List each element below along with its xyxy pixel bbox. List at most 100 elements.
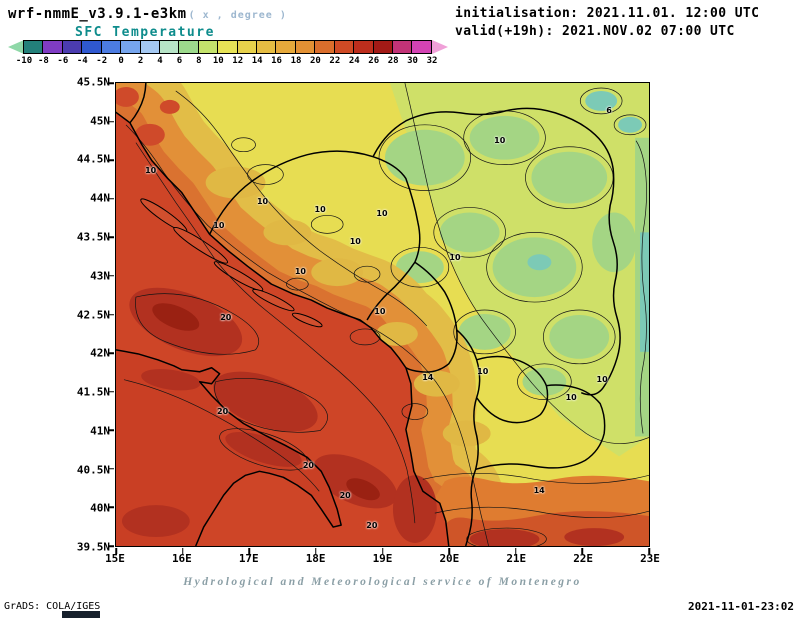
longitude-tick-mark: [448, 548, 450, 554]
latitude-tick-label: 45N: [90, 114, 110, 128]
longitude-tick-mark: [248, 548, 250, 554]
latitude-tick-label: 43N: [90, 269, 110, 283]
latitude-tick-label: 45.5N: [76, 75, 110, 89]
colorbar-tick-label: 4: [157, 56, 163, 66]
latitude-tick-label: 41.5N: [76, 385, 110, 399]
service-credit: Hydrological and Meteorological service …: [183, 576, 582, 588]
border-macedonia-south: [475, 384, 606, 471]
border-serbia: [372, 107, 621, 396]
longitude-tick-mark: [515, 548, 517, 554]
longitude-tick-mark: [315, 548, 317, 554]
colorbar-segment: [42, 40, 63, 54]
colorbar-tick-label: 2: [137, 56, 144, 66]
colorbar-segment: [314, 40, 335, 54]
latitude-tick-label: 41N: [90, 424, 110, 438]
latitude-tick-mark: [108, 275, 114, 277]
longitude-tick-label: 16E: [171, 552, 192, 565]
longitude-tick-label: 18E: [305, 552, 326, 565]
border-albania: [456, 329, 481, 546]
latitude-tick-mark: [108, 352, 114, 354]
colorbar-tick-label: 16: [271, 56, 282, 66]
colorbar-segment: [275, 40, 296, 54]
latitude-tick-mark: [108, 236, 114, 239]
colorbar-tick-label: -10: [15, 56, 33, 66]
latitude-tick-label: 44N: [90, 191, 110, 205]
model-title: wrf-nmmE_v3.9.1-e3km: [8, 6, 187, 22]
colorbar-tick-label: 12: [232, 56, 244, 66]
initialisation-line: initialisation: 2021.11.01. 12:00 UTC: [455, 6, 760, 21]
colorbar-tick-label: -6: [57, 56, 69, 66]
latitude-tick-label: 39.5N: [76, 540, 110, 554]
colorbar-segment: [178, 40, 199, 54]
colorbar-segment: [392, 40, 413, 54]
colorbar-tick-label: 0: [118, 56, 124, 66]
adriatic-coastline: [116, 111, 450, 546]
latitude-tick-mark: [108, 390, 114, 393]
colorbar-segment: [236, 40, 258, 54]
latitude-tick-label: 42N: [90, 346, 110, 360]
colorbar-segment: [217, 40, 238, 54]
colorbar-segment: [81, 40, 102, 54]
adriatic-islands: [140, 198, 323, 328]
latitude-axis: 45.5N 45N 44.5N 44N 43.5N 43N 42.5N 42N 41.5N 41N…: [58, 76, 112, 554]
colorbar-tick-label: -2: [96, 56, 108, 66]
colorbar-tick-label: 28: [387, 56, 399, 66]
latitude-tick-mark: [108, 82, 114, 84]
run-info: initialisation: 2021.11.01. 12:00 UTC va…: [455, 5, 759, 41]
longitude-tick-label: 19E: [372, 552, 393, 565]
colorbar-segment: [372, 40, 394, 54]
border-bosnia: [208, 150, 421, 321]
colorbar-segment: [23, 40, 44, 54]
field-label: SFC Temperature: [75, 25, 215, 40]
longitude-tick-label: 21E: [506, 552, 527, 565]
units-note: ( x , degree ): [188, 10, 287, 21]
colorbar-segment: [294, 40, 316, 54]
latitude-tick-label: 42.5N: [76, 308, 110, 321]
longitude-tick-mark: [181, 548, 184, 554]
italy-landmass: [116, 349, 342, 546]
colorbar-tick-label: 8: [196, 56, 202, 66]
colorbar-tick-label: 24: [348, 56, 360, 66]
colorbar-segments: [23, 40, 432, 54]
colorbar-segment: [61, 40, 83, 54]
colorbar-tick-label: 20: [310, 56, 321, 66]
latitude-tick-label: 43.5N: [76, 230, 110, 244]
longitude-tick-mark: [115, 548, 117, 554]
border-kosovo-macedonia: [476, 355, 549, 424]
map-plot-area: 10 10 10 10 10 10 10 10 10 10 10 10 10 20 20 20 20 20 14 14…: [108, 82, 650, 554]
colorbar-tick-label: -8: [38, 56, 49, 66]
longitude-tick-mark: [581, 548, 584, 554]
colorbar-ticks: -10 -8 -6 -4 -2 0 2 4 6 8 10 12 14 16 18 20 22 24 26 28 30 32: [16, 56, 438, 68]
latitude-tick-mark: [108, 120, 114, 123]
latitude-tick-mark: [108, 506, 114, 509]
colorbar-segment: [100, 40, 122, 54]
cool-region-fills: [384, 83, 649, 457]
model-title-line: wrf-nmmE_v3.9.1-e3km( x , degree ): [8, 6, 287, 22]
valid-line: valid(+19h): 2021.NOV.02 07:00 UTC: [455, 24, 735, 39]
colorbar-segment: [353, 40, 374, 54]
colorbar-segment: [411, 40, 432, 54]
inland-warm-patches: [205, 166, 491, 447]
colorbar-tick-label: 26: [368, 56, 380, 66]
latitude-tick-mark: [108, 468, 114, 470]
longitude-tick-label: 23E: [640, 552, 660, 565]
border-croatia-north: [129, 83, 147, 124]
country-borders: [116, 83, 621, 546]
italy-coastline: [116, 349, 342, 546]
longitude-tick-label: 22E: [573, 552, 594, 565]
colorbar-tick-label: 14: [251, 56, 263, 66]
longitude-tick-label: 20E: [439, 552, 460, 565]
colorbar-segment: [158, 40, 180, 54]
temperature-map-svg: [116, 83, 649, 546]
colorbar-segment: [139, 40, 160, 54]
bottom-edge-artifact: [62, 611, 100, 618]
latitude-tick-label: 40N: [90, 501, 110, 515]
colorbar-tick-label: 10: [212, 56, 224, 66]
colorbar-tick-label: 22: [329, 56, 341, 66]
colorbar-left-arrow: [8, 40, 24, 54]
latitude-tick-mark: [108, 159, 114, 161]
longitude-tick-label: 17E: [238, 552, 259, 565]
border-montenegro: [405, 261, 458, 373]
grads-credit: GrADS: COLA/IGES: [4, 601, 101, 612]
